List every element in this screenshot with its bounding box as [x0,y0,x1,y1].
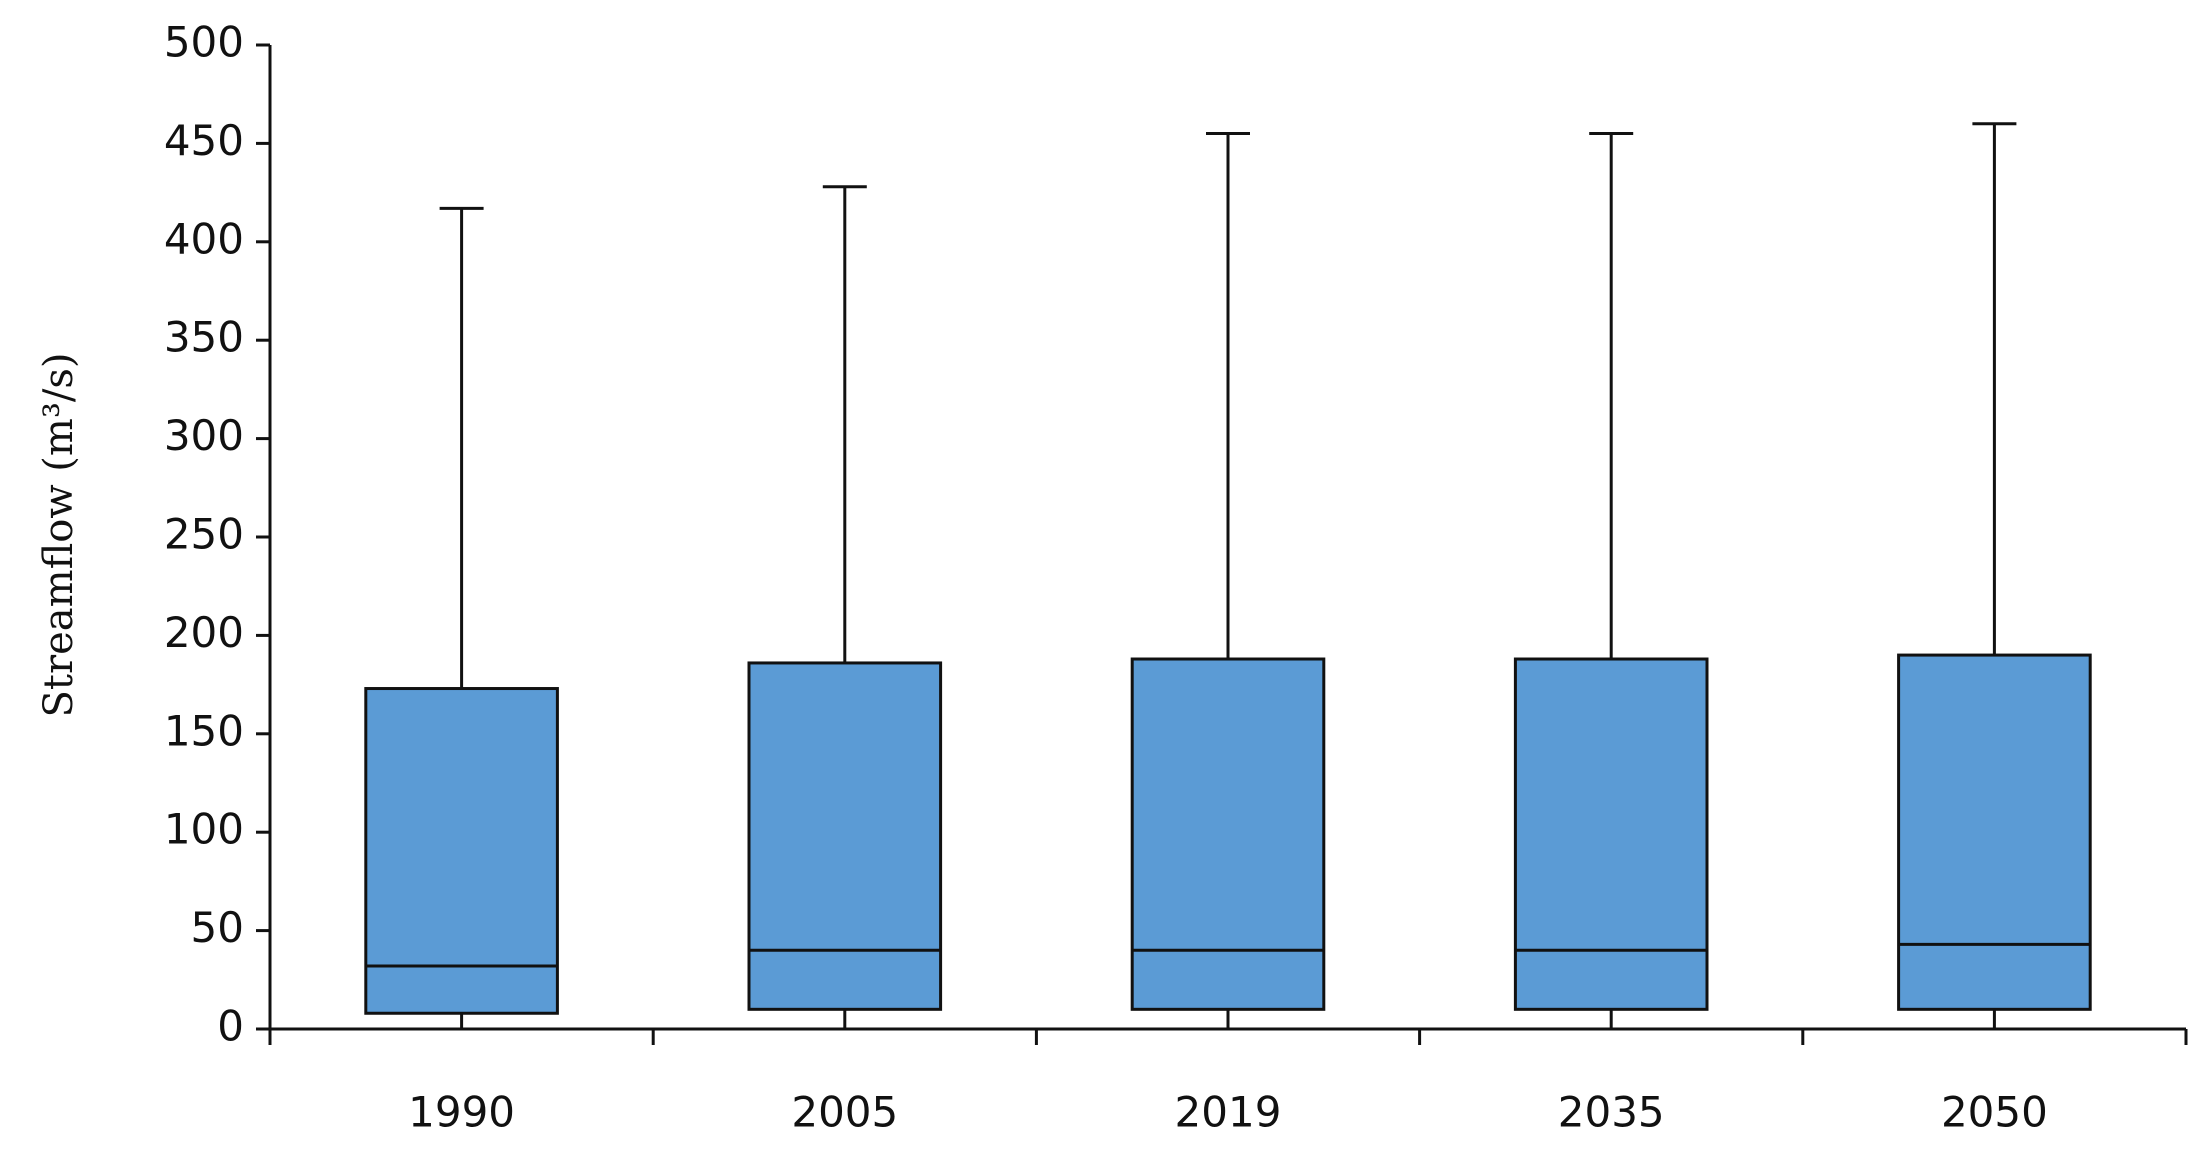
y-tick-label: 350 [164,313,244,362]
y-tick-label: 50 [191,903,244,952]
y-tick-label: 500 [164,18,244,67]
box [1513,657,1709,1011]
y-tick-label: 450 [164,116,244,165]
box [364,687,559,1015]
y-tick-label: 150 [164,706,244,755]
box [747,661,943,1011]
x-tick-label: 2035 [1558,1088,1665,1137]
y-axis-label: Streamflow (m³/s) [36,353,82,718]
x-tick-label: 2050 [1941,1088,2048,1137]
y-tick-label: 200 [164,608,244,657]
box [1897,653,2092,1011]
x-tick-label: 2005 [791,1088,898,1137]
y-tick-label: 250 [164,510,244,559]
y-tick-label: 100 [164,805,244,854]
x-tick-label: 2019 [1175,1088,1282,1137]
y-tick-label: 300 [164,411,244,460]
y-tick-label: 0 [217,1002,244,1051]
box [1130,657,1326,1011]
y-tick-label: 400 [164,214,244,263]
x-tick-label: 1990 [408,1088,515,1137]
